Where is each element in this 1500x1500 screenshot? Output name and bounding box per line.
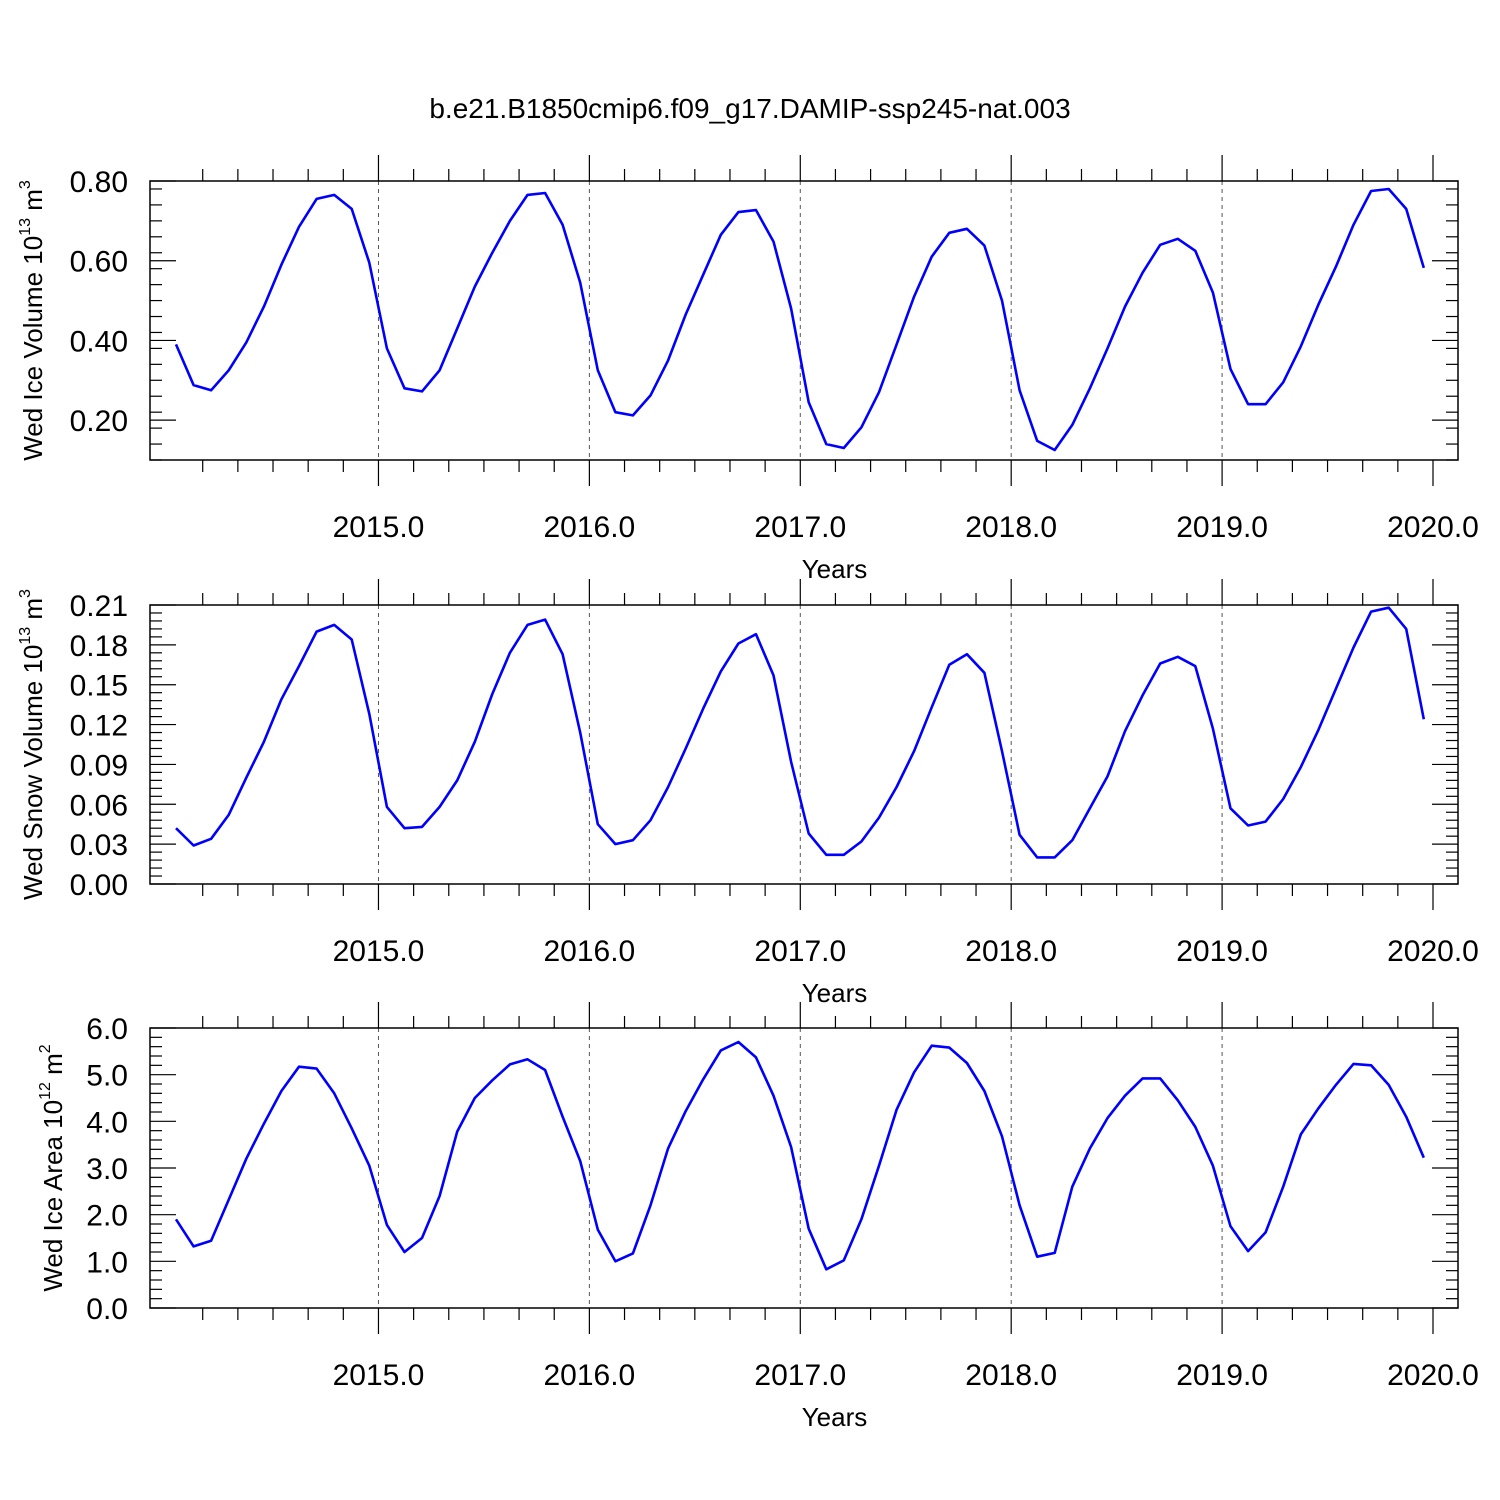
plot-frame [149,180,1459,461]
ice-volume-panel: 2015.0 2016.0 2017.0 2018.0 2019.0 2020.0 0.20… [17,155,1479,584]
x-tick-label: 2018.0 [965,1359,1057,1392]
y-tick-label: 5.0 [86,1060,128,1093]
y-tick-label: 6.0 [86,1013,128,1046]
y-tick-label: 3.0 [86,1153,128,1186]
x-axis-label: Years [802,978,868,1008]
x-tick-label: 2019.0 [1176,511,1268,544]
data-series-line [175,606,1426,859]
data-series-line [174,187,1426,452]
x-tick-label: 2020.0 [1387,1359,1479,1392]
figure-title: b.e21.B1850cmip6.f09_g17.DAMIP-ssp245-na… [429,93,1070,124]
x-tick-label: 2015.0 [333,1359,425,1392]
x-tick-label: 2020.0 [1387,511,1479,544]
y-axis-label: Wed Ice Area 1012 m2 [37,1044,68,1291]
y-tick-label: 0.21 [70,590,128,623]
y-axis-label: Wed Snow Volume 1013 m3 [17,589,48,900]
y-tick-label: 0.03 [70,829,128,862]
x-tick-label: 2019.0 [1176,1359,1268,1392]
y-tick-label: 0.12 [70,710,128,743]
y-tick-label: 4.0 [86,1106,128,1139]
x-tick-label: 2015.0 [333,935,425,968]
x-tick-label: 2015.0 [333,511,425,544]
x-tick-label: 2017.0 [754,935,846,968]
ice-area-panel: 2015.0 2016.0 2017.0 2018.0 2019.0 2020.0 0.0 1… [37,1002,1479,1432]
y-tick-label: 1.0 [86,1246,128,1279]
x-tick-label: 2016.0 [543,511,635,544]
y-tick-label: 0.09 [70,749,128,782]
x-tick-label: 2016.0 [543,1359,635,1392]
x-tick-label: 2018.0 [965,935,1057,968]
x-axis-label: Years [802,554,868,584]
plot-frame [149,1027,1459,1309]
y-tick-label: 0.18 [70,630,128,663]
x-tick-label: 2019.0 [1176,935,1268,968]
x-tick-label: 2017.0 [754,1359,846,1392]
y-tick-label: 0.15 [70,670,128,703]
y-tick-label: 0.60 [70,246,128,279]
y-tick-label: 0.0 [86,1293,128,1326]
y-axis-label: Wed Ice Volume 1013 m3 [17,180,48,461]
x-tick-label: 2020.0 [1387,935,1479,968]
x-tick-label: 2017.0 [754,511,846,544]
y-tick-label: 0.20 [70,405,128,438]
data-series-line [174,1040,1425,1271]
y-tick-label: 2.0 [86,1200,128,1233]
x-tick-label: 2018.0 [965,511,1057,544]
plot-frame [149,604,1459,885]
x-axis-label: Years [802,1402,868,1432]
y-tick-label: 0.06 [70,789,128,822]
y-tick-label: 0.80 [70,166,128,199]
x-tick-label: 2016.0 [543,935,635,968]
y-tick-label: 0.00 [70,869,128,902]
snow-volume-panel: 2015.0 2016.0 2017.0 2018.0 2019.0 2020.0 0.00… [17,579,1479,1008]
y-tick-label: 0.40 [70,325,128,358]
